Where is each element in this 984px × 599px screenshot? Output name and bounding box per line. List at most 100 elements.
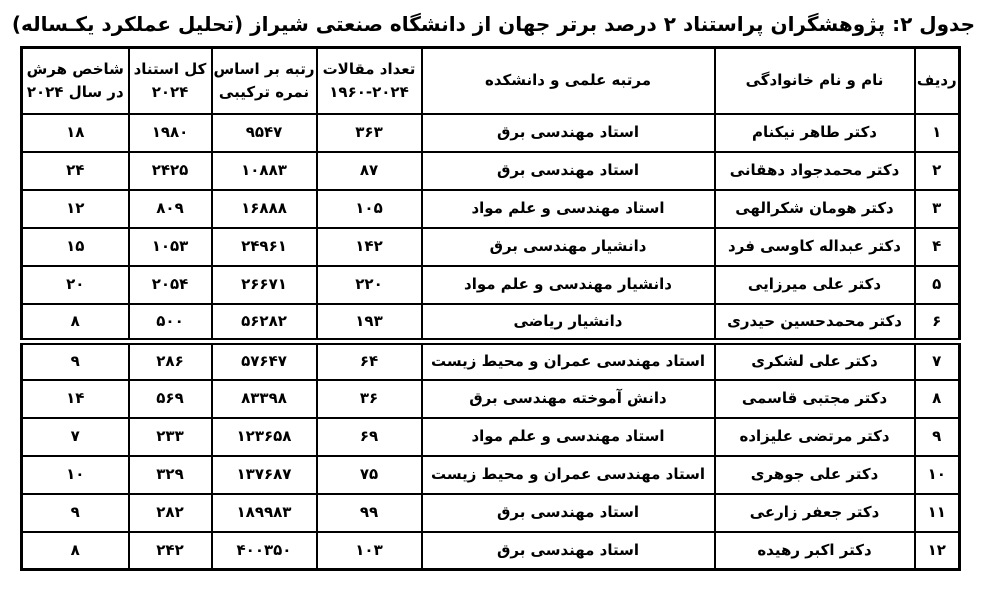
- col-header-total-citations: کل استناد ۲۰۲۴: [127, 46, 213, 115]
- researcher-name-cell: دکتر محمدحسین حیدری: [713, 302, 916, 343]
- researcher-name-cell: دکتر علی میرزایی: [713, 264, 916, 305]
- rank-faculty-cell: استاد مهندسی برق: [420, 492, 716, 533]
- table-container: ردیف نام و نام خانوادگی مرتبه علمی و دان…: [20, 46, 984, 571]
- papers-count-cell: ۱۴۲: [315, 226, 423, 267]
- rank-faculty-cell: دانشیار مهندسی و علم مواد: [420, 264, 716, 305]
- researcher-name-cell: دکتر علی لشکری: [713, 338, 916, 381]
- table-row: ۹ دکتر مرتضی علیزاده استاد مهندسی و علم …: [20, 416, 961, 457]
- table-header: ردیف نام و نام خانوادگی مرتبه علمی و دان…: [20, 46, 961, 115]
- researcher-name-cell: دکتر عبداله کاوسی فرد: [713, 226, 916, 267]
- rank-faculty-cell: دانشیار مهندسی برق: [420, 226, 716, 267]
- col-header-composite-rank: رتبه بر اساس نمره ترکیبی: [210, 46, 318, 115]
- researcher-name-cell: دکتر اکبر رهیده: [713, 530, 916, 571]
- total-citations-cell: ۵۰۰: [127, 302, 213, 343]
- table-row: ۱۱ دکتر جعفر زارعی استاد مهندسی برق ۹۹ ۱…: [20, 492, 961, 533]
- composite-rank-cell: ۴۰۰۳۵۰: [210, 530, 318, 571]
- papers-count-cell: ۱۰۳: [315, 530, 423, 571]
- row-number-cell: ۹: [913, 416, 961, 457]
- h-index-cell: ۱۵: [20, 226, 130, 267]
- h-index-cell: ۸: [20, 302, 130, 343]
- rank-faculty-cell: دانشیار ریاضی: [420, 302, 716, 343]
- composite-rank-cell: ۸۳۳۹۸: [210, 378, 318, 419]
- total-citations-cell: ۲۳۳: [127, 416, 213, 457]
- table-row: ۱۲ دکتر اکبر رهیده استاد مهندسی برق ۱۰۳ …: [20, 530, 961, 571]
- col-header-rank-faculty: مرتبه علمی و دانشکده: [420, 46, 716, 115]
- h-index-cell: ۱۴: [20, 378, 130, 419]
- composite-rank-header-line1: رتبه بر اساس: [213, 59, 315, 78]
- total-citations-cell: ۲۸۲: [127, 492, 213, 533]
- citations-header-year: ۲۰۲۴: [151, 82, 189, 101]
- total-citations-cell: ۱۰۵۳: [127, 226, 213, 267]
- researcher-name-cell: دکتر جعفر زارعی: [713, 492, 916, 533]
- row-number-cell: ۲: [913, 150, 961, 191]
- rank-faculty-cell: استاد مهندسی برق: [420, 112, 716, 153]
- researcher-name-cell: دکتر مرتضی علیزاده: [713, 416, 916, 457]
- col-header-row-number: ردیف: [913, 46, 961, 115]
- h-index-header-line2: در سال ۲۰۲۴: [26, 82, 124, 101]
- papers-count-cell: ۹۹: [315, 492, 423, 533]
- col-header-h-index: شاخص هرش در سال ۲۰۲۴: [20, 46, 130, 115]
- table-row: ۳ دکتر هومان شکرالهی استاد مهندسی و علم …: [20, 188, 961, 229]
- h-index-cell: ۲۰: [20, 264, 130, 305]
- h-index-header-line1: شاخص هرش: [26, 59, 124, 78]
- total-citations-cell: ۵۶۹: [127, 378, 213, 419]
- papers-header-years: ۱۹۶۰-۲۰۲۴: [329, 82, 409, 101]
- composite-rank-cell: ۱۰۸۸۳: [210, 150, 318, 191]
- table-row: ۲ دکتر محمدجواد دهقانی استاد مهندسی برق …: [20, 150, 961, 191]
- papers-count-cell: ۶۴: [315, 338, 423, 381]
- table-row: ۱ دکتر طاهر نیکنام استاد مهندسی برق ۳۶۳ …: [20, 112, 961, 153]
- total-citations-cell: ۲۰۵۴: [127, 264, 213, 305]
- col-header-name: نام و نام خانوادگی: [713, 46, 916, 115]
- researcher-name-cell: دکتر محمدجواد دهقانی: [713, 150, 916, 191]
- composite-rank-cell: ۱۸۹۹۸۳: [210, 492, 318, 533]
- total-citations-cell: ۸۰۹: [127, 188, 213, 229]
- col-header-papers-count: تعداد مقالات ۱۹۶۰-۲۰۲۴: [315, 46, 423, 115]
- papers-count-cell: ۱۹۳: [315, 302, 423, 343]
- rank-faculty-cell: استاد مهندسی عمران و محیط زیست: [420, 454, 716, 495]
- researchers-table: ردیف نام و نام خانوادگی مرتبه علمی و دان…: [20, 46, 961, 571]
- composite-rank-cell: ۲۴۹۶۱: [210, 226, 318, 267]
- rank-faculty-cell: استاد مهندسی عمران و محیط زیست: [420, 338, 716, 381]
- researcher-name-cell: دکتر هومان شکرالهی: [713, 188, 916, 229]
- papers-header-line1: تعداد مقالات: [322, 59, 416, 78]
- table-row: ۸ دکتر مجتبی قاسمی دانش آموخته مهندسی بر…: [20, 378, 961, 419]
- papers-count-cell: ۸۷: [315, 150, 423, 191]
- row-number-cell: ۳: [913, 188, 961, 229]
- h-index-cell: ۲۴: [20, 150, 130, 191]
- row-number-cell: ۷: [913, 338, 961, 381]
- papers-count-cell: ۱۰۵: [315, 188, 423, 229]
- composite-rank-cell: ۲۶۶۷۱: [210, 264, 318, 305]
- row-number-cell: ۵: [913, 264, 961, 305]
- total-citations-cell: ۲۴۲: [127, 530, 213, 571]
- researcher-name-cell: دکتر طاهر نیکنام: [713, 112, 916, 153]
- rank-faculty-cell: استاد مهندسی و علم مواد: [420, 188, 716, 229]
- composite-rank-cell: ۱۳۷۶۸۷: [210, 454, 318, 495]
- table-row: ۷ دکتر علی لشکری استاد مهندسی عمران و مح…: [20, 338, 961, 381]
- row-number-cell: ۱: [913, 112, 961, 153]
- total-citations-cell: ۲۸۶: [127, 338, 213, 381]
- table-title: جدول ۲: پژوهشگران پراستناد ۲ درصد برتر ج…: [11, 12, 975, 36]
- composite-rank-cell: ۵۷۶۴۷: [210, 338, 318, 381]
- row-number-cell: ۱۲: [913, 530, 961, 571]
- h-index-cell: ۱۰: [20, 454, 130, 495]
- rank-faculty-cell: استاد مهندسی برق: [420, 530, 716, 571]
- h-index-cell: ۹: [20, 338, 130, 381]
- table-row: ۵ دکتر علی میرزایی دانشیار مهندسی و علم …: [20, 264, 961, 305]
- total-citations-cell: ۲۴۲۵: [127, 150, 213, 191]
- rank-faculty-cell: دانش آموخته مهندسی برق: [420, 378, 716, 419]
- table-row: ۱۰ دکتر علی جوهری استاد مهندسی عمران و م…: [20, 454, 961, 495]
- papers-count-cell: ۳۶۳: [315, 112, 423, 153]
- total-citations-cell: ۱۹۸۰: [127, 112, 213, 153]
- papers-count-cell: ۳۶: [315, 378, 423, 419]
- composite-rank-cell: ۱۶۸۸۸: [210, 188, 318, 229]
- composite-rank-cell: ۱۲۳۶۵۸: [210, 416, 318, 457]
- row-number-cell: ۶: [913, 302, 961, 343]
- h-index-cell: ۱۸: [20, 112, 130, 153]
- rank-faculty-cell: استاد مهندسی و علم مواد: [420, 416, 716, 457]
- row-number-cell: ۱۱: [913, 492, 961, 533]
- h-index-cell: ۷: [20, 416, 130, 457]
- papers-count-cell: ۷۵: [315, 454, 423, 495]
- papers-count-cell: ۶۹: [315, 416, 423, 457]
- composite-rank-cell: ۹۵۴۷: [210, 112, 318, 153]
